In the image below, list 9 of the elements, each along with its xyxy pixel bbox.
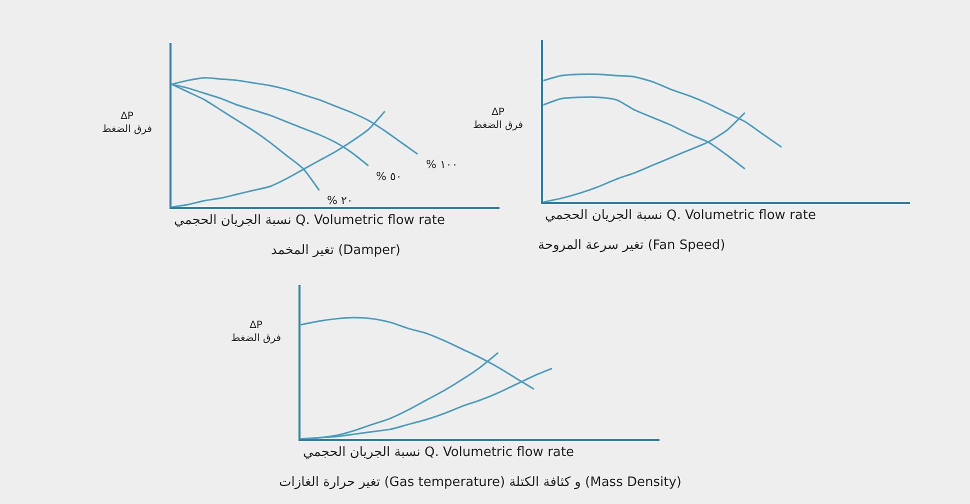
text: تغير سرعة المروحة (Fan Speed): [538, 238, 726, 253]
series-label: % ١٠٠: [426, 158, 458, 171]
series-label: % ٢٠: [327, 194, 353, 207]
x-axis-title: نسبة الجريان الحجمي Q. Volumetric flow rate: [174, 213, 445, 228]
series-label: % ٥٠: [376, 170, 402, 183]
x-axis-title: نسبة الجريان الحجمي Q. Volumetric flow rate: [303, 445, 574, 460]
x-axis-title: نسبة الجريان الحجمي Q. Volumetric flow rate: [545, 208, 816, 223]
text: تغير المخمد (Damper): [271, 243, 400, 258]
text: تغير حرارة الغازات (Gas temperature) و كثافة الكتلة (Mass Density): [279, 475, 682, 490]
